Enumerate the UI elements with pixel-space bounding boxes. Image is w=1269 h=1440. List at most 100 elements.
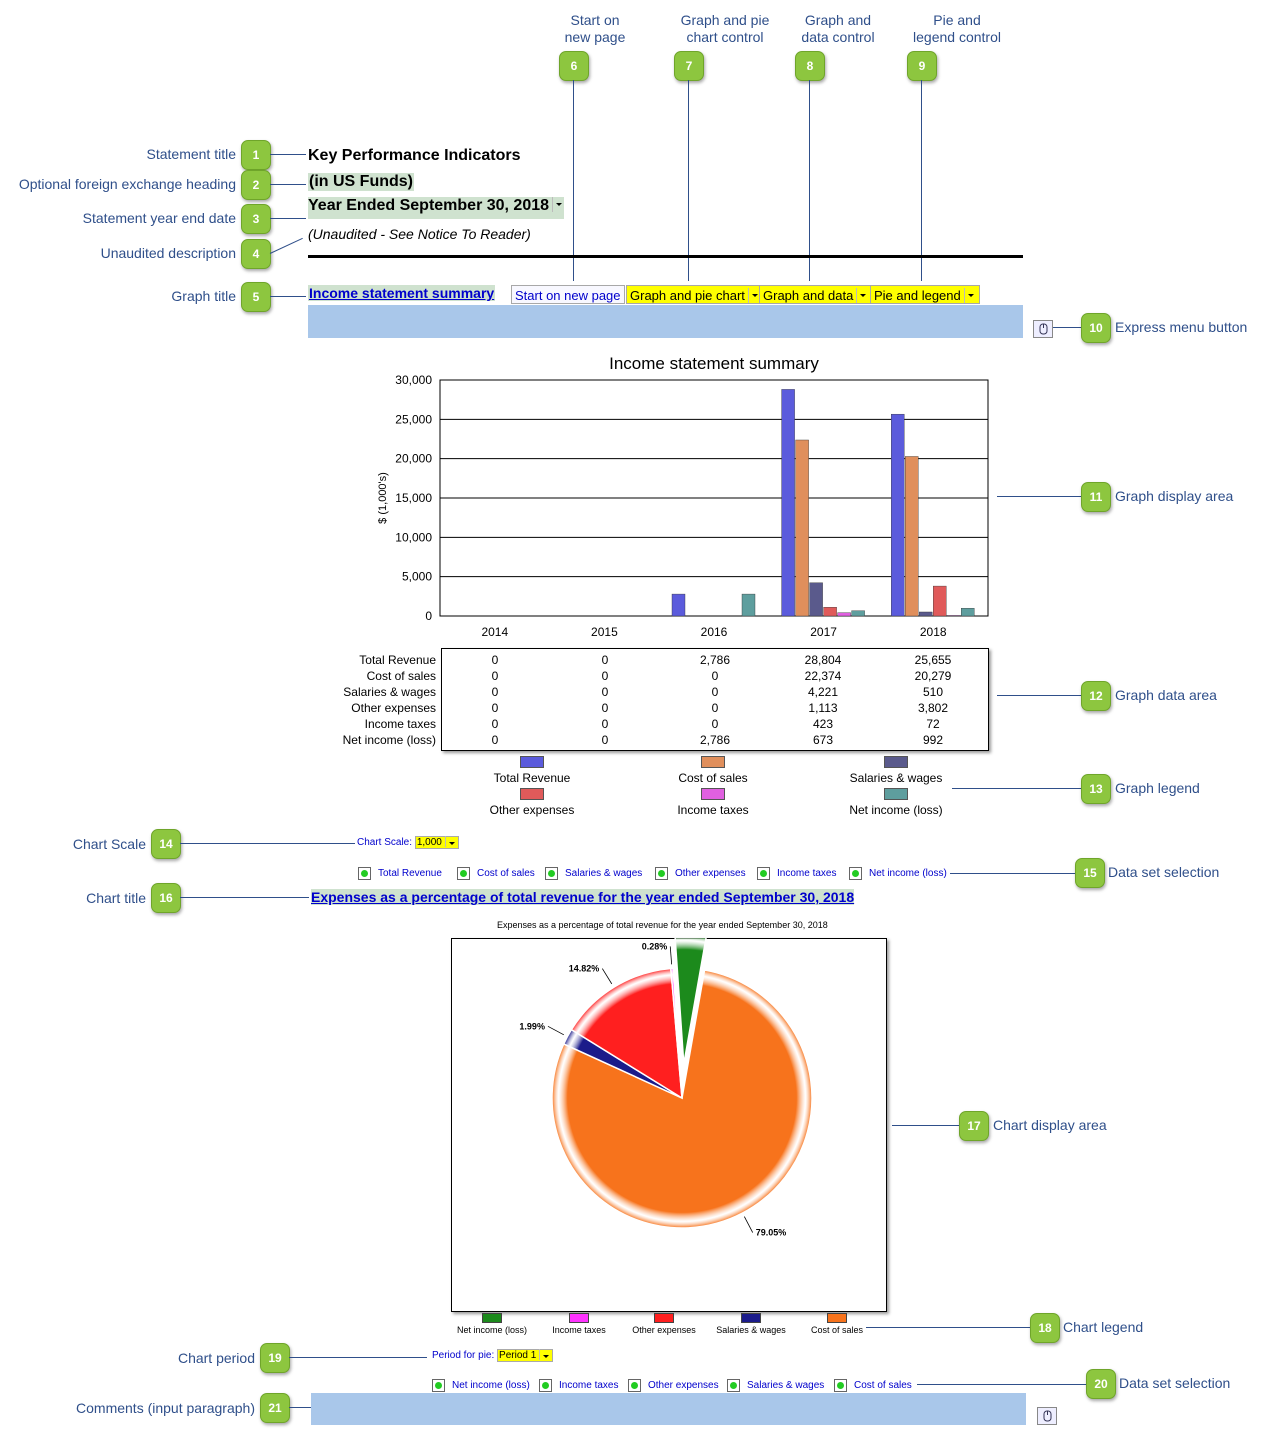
callout-10-label: Express menu button <box>1115 319 1248 335</box>
table-row-label: Total Revenue <box>359 653 436 667</box>
callout-7-label: Graph and pie chart control <box>680 12 770 45</box>
callout-18-leader <box>866 1327 1030 1328</box>
table-cell: 992 <box>922 733 944 747</box>
pie-dataset-toggle-income-taxes[interactable]: Income taxes <box>539 1379 618 1392</box>
dataset-toggle-net-income-loss-[interactable]: Net income (loss) <box>849 867 947 880</box>
pie-legend-swatch <box>741 1313 761 1323</box>
graph-title[interactable]: Income statement summary <box>308 285 496 301</box>
checkbox-icon[interactable] <box>432 1379 445 1392</box>
callout-12-label: Graph data area <box>1115 687 1217 703</box>
table-cell: 0 <box>491 701 499 715</box>
x-tick-label: 2018 <box>920 625 947 639</box>
callout-3-badge: 3 <box>241 204 271 234</box>
bar-cost-of-sales-2018 <box>905 456 919 617</box>
callout-9-badge: 9 <box>907 51 937 81</box>
table-row-label: Other expenses <box>351 701 436 715</box>
dataset-label: Total Revenue <box>378 868 442 880</box>
callout-20-badge: 20 <box>1086 1369 1116 1399</box>
dataset-label: Income taxes <box>777 868 837 880</box>
statement-title[interactable]: Key Performance Indicators <box>308 147 521 164</box>
chart-scale-dropdown[interactable]: 1,000 <box>414 836 459 850</box>
checkbox-icon[interactable] <box>457 867 470 880</box>
chevron-down-icon <box>963 288 976 304</box>
pie-slice-label: 14.82% <box>569 964 600 974</box>
pie-legend-label: Other expenses <box>632 1325 696 1335</box>
callout-2-leader <box>270 184 306 185</box>
dataset-label: Other expenses <box>675 868 746 880</box>
chart-scale-value: 1,000 <box>416 837 442 849</box>
pie-dataset-toggle-cost-of-sales[interactable]: Cost of sales <box>834 1379 912 1392</box>
checkbox-icon[interactable] <box>545 867 558 880</box>
callout-1-label: Statement title <box>146 146 237 162</box>
period-dropdown[interactable]: Period 1 <box>497 1349 554 1363</box>
table-cell: 3,802 <box>917 701 949 715</box>
checkbox-icon[interactable] <box>727 1379 740 1392</box>
bar-income-taxes-2018 <box>947 615 961 617</box>
checkbox-icon[interactable] <box>655 867 668 880</box>
dataset-toggle-salaries-wages[interactable]: Salaries & wages <box>545 867 642 880</box>
year-end-dropdown[interactable]: Year Ended September 30, 2018 <box>308 197 565 219</box>
callout-14-badge: 14 <box>151 829 181 859</box>
dataset-toggle-other-expenses[interactable]: Other expenses <box>655 867 746 880</box>
legend-label: Cost of sales <box>678 771 748 785</box>
checkbox-icon[interactable] <box>628 1379 641 1392</box>
legend-swatch <box>520 788 544 800</box>
chart-period-control[interactable]: Period for pie: Period 1 <box>432 1349 554 1363</box>
bar-cost-of-sales-2017 <box>795 439 809 617</box>
chart-title-link[interactable]: Expenses as a percentage of total revenu… <box>311 889 855 905</box>
table-cell: 2,786 <box>699 653 731 667</box>
bar-other-expenses-2017 <box>823 607 837 617</box>
table-cell: 72 <box>926 717 940 731</box>
callout-11-label: Graph display area <box>1115 488 1234 504</box>
graph-input-area[interactable] <box>308 305 1023 338</box>
dataset-toggle-cost-of-sales[interactable]: Cost of sales <box>457 867 535 880</box>
dataset-toggle-income-taxes[interactable]: Income taxes <box>757 867 836 880</box>
start-new-page-button[interactable]: Start on new page <box>511 285 625 304</box>
graph-pie-chart-dropdown[interactable]: Graph and pie chart <box>626 285 764 304</box>
table-cell: 0 <box>601 685 609 699</box>
table-cell: 0 <box>711 717 719 731</box>
dataset-toggle-total-revenue[interactable]: Total Revenue <box>358 867 442 880</box>
table-cell: 0 <box>601 653 609 667</box>
callout-5-leader <box>270 296 306 297</box>
pie-dataset-toggle-net-income-loss-[interactable]: Net income (loss) <box>432 1379 530 1392</box>
table-row-label: Net income (loss) <box>342 733 436 747</box>
callout-1-badge: 1 <box>241 140 271 170</box>
chevron-down-icon <box>747 288 760 304</box>
pie-slice-label: 79.05% <box>756 1228 787 1238</box>
pie-slice-other-expenses <box>570 967 683 1100</box>
checkbox-icon[interactable] <box>757 867 770 880</box>
pie-dataset-toggle-other-expenses[interactable]: Other expenses <box>628 1379 719 1392</box>
dataset-label: Salaries & wages <box>565 868 643 880</box>
callout-16-label: Chart title <box>86 890 146 906</box>
checkbox-icon[interactable] <box>358 867 371 880</box>
mouse-icon <box>1039 323 1048 335</box>
pie-dataset-toggle-salaries-wages[interactable]: Salaries & wages <box>727 1379 824 1392</box>
dataset-label: Cost of sales <box>477 868 535 880</box>
chart-scale-control[interactable]: Chart Scale: 1,000 <box>357 836 459 850</box>
graph-data-dropdown[interactable]: Graph and data <box>759 285 873 304</box>
express-menu-button[interactable] <box>1033 320 1053 338</box>
checkbox-icon[interactable] <box>834 1379 847 1392</box>
callout-12-leader <box>997 695 1081 696</box>
checkbox-icon[interactable] <box>539 1379 552 1392</box>
pie-legend-dropdown[interactable]: Pie and legend <box>870 285 980 304</box>
table-cell: 0 <box>601 701 609 715</box>
dataset-label: Other expenses <box>648 1380 719 1392</box>
comments-express-button[interactable] <box>1037 1407 1057 1425</box>
table-cell: 0 <box>491 685 499 699</box>
callout-15-badge: 15 <box>1075 858 1105 888</box>
unaudited-description[interactable]: (Unaudited - See Notice To Reader) <box>308 226 531 242</box>
x-tick-label: 2014 <box>481 625 508 639</box>
callout-1-leader <box>270 154 306 155</box>
checkbox-icon[interactable] <box>849 867 862 880</box>
callout-20-leader <box>917 1384 1086 1385</box>
legend-label: Salaries & wages <box>849 771 943 785</box>
y-tick-label: 5,000 <box>402 570 432 584</box>
legend-label: Other expenses <box>489 803 575 817</box>
callout-11-badge: 11 <box>1081 482 1111 512</box>
callout-15-label: Data set selection <box>1108 864 1220 880</box>
comments-input[interactable] <box>311 1393 1026 1425</box>
fx-heading[interactable]: (in US Funds) <box>308 173 414 191</box>
table-cell: 25,655 <box>914 653 952 667</box>
